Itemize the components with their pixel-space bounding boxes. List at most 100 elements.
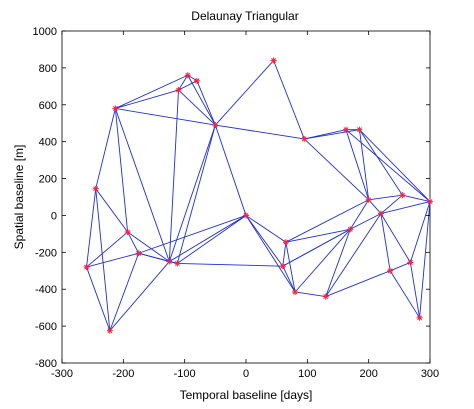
data-point-marker — [212, 122, 219, 129]
data-point-marker — [377, 210, 384, 217]
triangulation-edge — [273, 60, 305, 140]
y-axis-label: Spatial baseline [m] — [12, 145, 26, 250]
triangulation-edge — [115, 74, 188, 109]
triangulation-edge — [282, 228, 351, 267]
x-tick-label: 100 — [298, 368, 316, 380]
triangulation-edge — [368, 194, 403, 201]
triangulation-edge — [419, 201, 431, 318]
x-tick-label: 0 — [243, 368, 249, 380]
triangulation-edge — [214, 124, 247, 216]
data-point-marker — [106, 327, 113, 334]
triangulation-edge — [214, 60, 274, 126]
triangulation-edge — [282, 242, 287, 267]
y-tick-label: 800 — [39, 63, 57, 75]
data-point-marker — [399, 192, 406, 199]
y-tick-label: -600 — [35, 321, 57, 333]
triangulation-edge — [127, 231, 170, 262]
y-tick-label: 1000 — [33, 26, 57, 38]
triangulation-edge — [380, 201, 431, 215]
x-tick-label: -100 — [174, 368, 196, 380]
triangulation-edge — [86, 231, 128, 268]
triangulation-edge — [389, 270, 420, 319]
triangulation-edge — [245, 215, 287, 243]
triangulation-edge — [359, 129, 403, 196]
triangulation-edge — [359, 129, 431, 202]
data-point-marker — [193, 77, 200, 84]
triangulation-edge — [178, 80, 198, 91]
triangulation-edge — [215, 124, 305, 140]
triangulation-edge — [245, 215, 284, 267]
triangulation-edge — [86, 266, 111, 331]
y-tick-label: -800 — [35, 358, 57, 370]
x-axis-label: Temporal baseline [days] — [180, 388, 313, 402]
chart-title: Delaunay Triangular — [191, 9, 298, 23]
triangulation-edges — [86, 60, 431, 332]
data-point-marker — [347, 226, 354, 233]
data-point-marker — [279, 263, 286, 270]
triangulation-edge — [303, 138, 369, 201]
data-point-marker — [124, 229, 131, 236]
triangulation-edge — [86, 188, 97, 268]
x-tick-label: -200 — [112, 368, 134, 380]
triangulation-edge — [389, 262, 411, 272]
triangulation-edge — [86, 252, 139, 268]
triangulation-edge — [402, 194, 431, 203]
data-point-marker — [184, 72, 191, 79]
y-tick-label: 0 — [51, 210, 57, 222]
data-point-marker — [243, 212, 249, 219]
data-point-marker — [407, 259, 414, 266]
y-tick-label: -200 — [35, 247, 57, 259]
triangulation-edge — [368, 199, 382, 214]
triangulation-edge — [196, 80, 216, 126]
y-tick-label: -400 — [35, 284, 57, 296]
triangulation-edge — [409, 201, 431, 263]
x-tick-label: 300 — [421, 368, 439, 380]
triangulation-edge — [282, 265, 296, 293]
triangulation-edge — [178, 75, 189, 91]
triangulation-edge — [294, 228, 351, 293]
data-point-marker — [175, 87, 182, 94]
triangulation-edge — [177, 262, 283, 267]
triangulation-edge — [285, 242, 296, 293]
triangulation-edge — [359, 129, 370, 200]
triangulation-edge — [245, 215, 296, 293]
triangulation-edge — [177, 215, 247, 264]
triangulation-edge — [109, 253, 140, 331]
data-point-marker — [112, 105, 119, 112]
data-point-marker — [92, 185, 99, 192]
triangulation-edge — [350, 213, 382, 230]
data-point-marker — [292, 288, 299, 295]
triangulation-edge — [176, 124, 216, 264]
triangulation-edge — [325, 229, 351, 297]
axis-ticks: -300 -200 -100 0 100 200 300 -800 -600 -400 -200 0 2… — [33, 26, 440, 380]
data-point-marker — [416, 314, 423, 321]
triangulation-edge — [285, 199, 369, 243]
triangulation-edge — [325, 270, 391, 298]
triangulation-edge — [285, 228, 351, 243]
data-point-marker — [135, 250, 142, 257]
triangulation-edge — [95, 108, 116, 189]
triangulation-edge — [95, 188, 111, 331]
triangulation-edge — [138, 215, 247, 254]
x-tick-label: -300 — [51, 368, 73, 380]
triangulation-edge — [115, 89, 179, 109]
triangulation-edge — [169, 215, 247, 262]
y-tick-label: 400 — [39, 137, 57, 149]
data-point-marker — [174, 260, 181, 267]
triangulation-edge — [380, 213, 391, 271]
data-point-marker — [282, 239, 289, 246]
data-point-marker — [166, 258, 173, 265]
data-point-marker — [322, 293, 329, 300]
data-points — [83, 57, 433, 334]
data-point-marker — [356, 126, 363, 133]
triangulation-edge — [114, 108, 129, 233]
triangulation-edge — [380, 194, 403, 214]
data-point-marker — [427, 198, 433, 205]
triangulation-edge — [127, 231, 140, 254]
triangulation-edge — [325, 213, 382, 297]
data-point-marker — [365, 196, 372, 203]
triangulation-edge — [178, 89, 216, 126]
triangulation-edge — [109, 261, 170, 332]
triangulation-edge — [349, 199, 370, 230]
y-tick-label: 600 — [39, 100, 57, 112]
